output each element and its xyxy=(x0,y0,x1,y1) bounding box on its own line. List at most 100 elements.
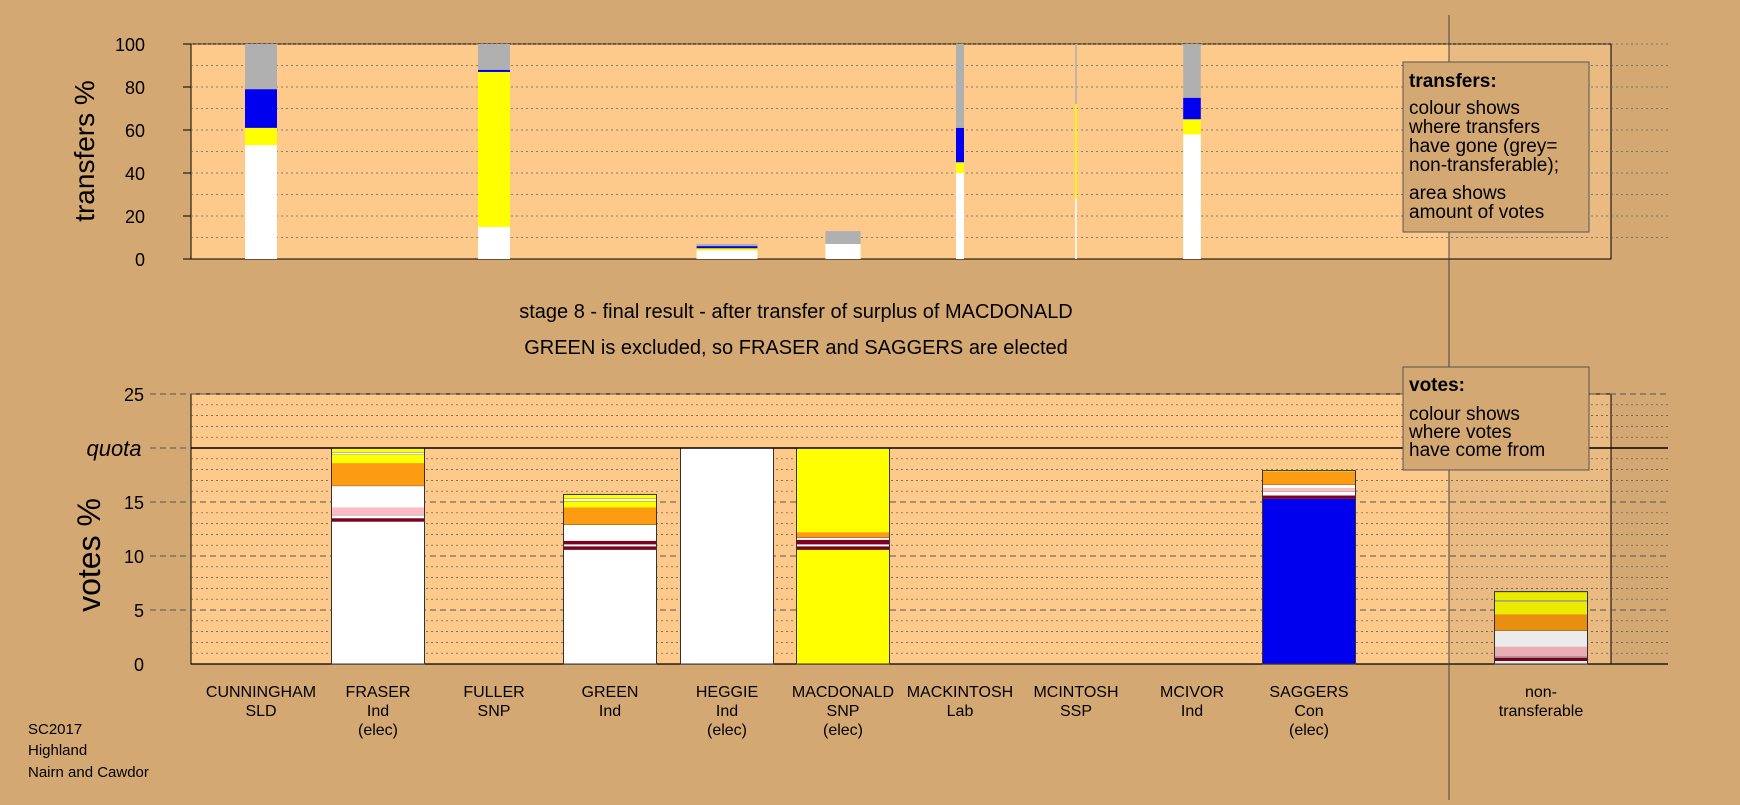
x-axis-label: Ind xyxy=(716,703,738,720)
votes-segment-yellow xyxy=(563,500,657,508)
transfers-segment-yellow xyxy=(245,127,277,146)
votes-segment-orange xyxy=(796,532,890,538)
transfers-bar-mackintosh xyxy=(956,44,964,259)
votes-legend-line: colour shows xyxy=(1409,404,1520,425)
transfers-segment-grey xyxy=(696,243,758,247)
stage-heading: stage 8 - final result - after transfer … xyxy=(519,301,1073,323)
votes-segment-white xyxy=(563,544,657,547)
transfers-segment-white xyxy=(478,226,510,259)
x-axis-label: SAGGERS xyxy=(1269,684,1348,701)
votes-y-axis-label: votes % xyxy=(71,498,107,612)
votes-segment-darkred xyxy=(563,546,657,550)
x-axis-label: HEGGIE xyxy=(696,684,758,701)
transfers-y-tick-label: 0 xyxy=(135,250,145,270)
transfers-segment-yellow xyxy=(956,162,964,173)
x-axis-label: GREEN xyxy=(582,684,639,701)
x-axis-label: Ind xyxy=(599,703,621,720)
x-axis-label: Con xyxy=(1294,703,1323,720)
votes-segment-orange xyxy=(1262,471,1356,485)
votes-segment-white xyxy=(796,537,890,540)
votes-segment-darkred xyxy=(1262,495,1356,499)
transfers-segment-grey xyxy=(478,44,510,70)
votes-y-tick-label: 5 xyxy=(134,601,144,621)
x-axis-label: Ind xyxy=(1181,703,1203,720)
votes-segment-white xyxy=(331,521,425,664)
x-axis-label: MACDONALD xyxy=(792,684,894,701)
x-axis-label: MCIVOR xyxy=(1160,684,1224,701)
votes-bar-macdonald xyxy=(796,447,890,665)
x-axis-label: FULLER xyxy=(463,684,524,701)
footer-council: Highland xyxy=(28,742,87,759)
x-axis-label: Ind xyxy=(367,703,389,720)
x-axis-label: SNP xyxy=(478,703,511,720)
votes-segment-darkred xyxy=(796,546,890,550)
votes-bar-outline xyxy=(1494,591,1588,665)
votes-bar-outline xyxy=(1262,470,1356,665)
votes-segment-yellow xyxy=(331,448,425,453)
votes-segment-white xyxy=(563,524,657,541)
transfers-bar-mcivor xyxy=(1183,44,1201,259)
transfers-segment-white xyxy=(956,173,964,259)
votes-bar-non xyxy=(1494,591,1588,665)
x-axis-label: SNP xyxy=(827,703,860,720)
transfers-y-axis-label: transfers % xyxy=(69,80,100,222)
votes-plot-area xyxy=(190,393,1612,665)
votes-y-tick-label: 25 xyxy=(124,385,144,405)
votes-segment-white xyxy=(1494,660,1588,664)
transfers-segment-grey xyxy=(1075,44,1077,105)
transfers-bar-mcintosh xyxy=(1075,44,1077,259)
footer-election: SC2017 xyxy=(28,721,82,738)
votes-legend-title: votes: xyxy=(1409,375,1465,396)
votes-legend-line: where votes xyxy=(1408,422,1511,443)
transfers-y-tick-label: 100 xyxy=(115,35,145,55)
transfers-legend-line: colour shows xyxy=(1409,98,1520,119)
transfers-segment-grey xyxy=(245,44,277,90)
votes-bar-fraser xyxy=(331,447,425,665)
x-axis-label: (elec) xyxy=(823,722,863,739)
votes-segment-pink xyxy=(331,507,425,515)
transfers-legend-title: transfers: xyxy=(1409,71,1497,92)
transfers-bars xyxy=(245,44,1201,259)
votes-segment-yellow xyxy=(1494,601,1588,615)
votes-segment-yellow xyxy=(563,494,657,499)
transfers-legend: transfers: colour shows where transfers … xyxy=(1402,61,1590,233)
votes-bar-green xyxy=(563,493,657,665)
x-axis-label: SLD xyxy=(245,703,276,720)
votes-y-tick-label: 15 xyxy=(124,493,144,513)
stage-subheading: GREEN is excluded, so FRASER and SAGGERS… xyxy=(524,337,1068,359)
votes-bar-outline xyxy=(563,493,657,665)
transfers-segment-grey xyxy=(825,231,861,244)
votes-x-axis-labels: CUNNINGHAM SLD FRASER Ind (elec) FULLER SNP GRE… xyxy=(206,684,1583,739)
transfers-legend-line: have gone (grey= xyxy=(1409,136,1557,157)
transfers-segment-blue xyxy=(245,89,277,128)
footer-ward: Nairn and Cawdor xyxy=(28,764,149,781)
transfers-segment-yellow xyxy=(696,248,758,251)
votes-bar-heggie xyxy=(680,447,774,665)
quota-label: quota xyxy=(86,436,141,461)
transfers-segment-white xyxy=(696,250,758,259)
votes-segment-white xyxy=(563,498,657,501)
transfers-segment-blue xyxy=(696,246,758,249)
x-axis-label: FRASER xyxy=(346,684,411,701)
votes-segment-white xyxy=(1494,600,1588,602)
votes-legend: votes: colour shows where votes have com… xyxy=(1402,366,1590,471)
votes-segment-blue xyxy=(1262,498,1356,664)
votes-segment-white xyxy=(1494,656,1588,658)
votes-segment-white xyxy=(796,544,890,547)
x-axis-label: MCINTOSH xyxy=(1033,684,1118,701)
x-axis-label: (elec) xyxy=(707,722,747,739)
x-axis-label: (elec) xyxy=(358,722,398,739)
votes-segment-orange xyxy=(563,507,657,525)
votes-segment-darkred xyxy=(1494,657,1588,661)
votes-segment-darkred xyxy=(796,539,890,545)
votes-segment-white xyxy=(331,514,425,519)
x-axis-label: Lab xyxy=(947,703,974,720)
transfers-bar-macdonald xyxy=(825,231,861,259)
votes-legend-line: have come from xyxy=(1409,440,1545,461)
transfers-legend-line: area shows xyxy=(1409,183,1506,204)
votes-y-tick-label: 10 xyxy=(124,547,144,567)
x-axis-label: non- xyxy=(1525,684,1557,701)
votes-segment-pink xyxy=(1262,487,1356,492)
transfers-segment-white xyxy=(245,145,277,259)
